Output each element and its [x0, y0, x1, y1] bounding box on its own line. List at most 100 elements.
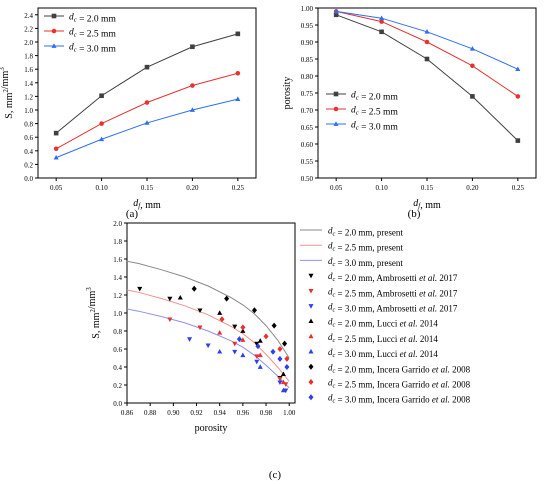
x-tick-label: 0.15 [421, 184, 434, 192]
y-tick-label: 1.4 [24, 80, 33, 88]
data-point [333, 12, 339, 18]
data-point [167, 317, 173, 323]
data-point [167, 296, 173, 302]
data-point [144, 120, 150, 125]
data-point [205, 343, 211, 349]
y-tick-label: 0.8 [113, 328, 122, 336]
data-point [379, 19, 384, 24]
data-point [515, 138, 521, 143]
x-tick-label: 0.88 [144, 409, 157, 417]
x-axis-label: df, mm [133, 198, 161, 211]
x-tick-label: 0.96 [237, 409, 250, 417]
model-curve [127, 289, 290, 382]
data-point [277, 346, 283, 352]
legend-label: dc = 3.0 mm, Ambrosetti et al. 2017 [328, 302, 458, 314]
data-point [277, 376, 283, 382]
y-tick-label: 0.70 [301, 107, 314, 115]
legend-marker [308, 348, 314, 354]
y-tick-label: 0.60 [301, 141, 314, 149]
legend-marker [333, 121, 339, 126]
data-point [224, 295, 230, 302]
x-tick-label: 0.05 [50, 184, 63, 192]
legend-label: dc = 3.0 mm, Incera Garrido et al. 2008 [328, 393, 471, 405]
data-point [187, 337, 193, 342]
legend-label: dc = 2.5 mm, present [328, 241, 403, 253]
data-point [277, 355, 283, 362]
legend-marker [308, 394, 314, 401]
data-point [251, 307, 257, 314]
data-point [254, 354, 260, 359]
data-point [263, 333, 269, 340]
data-point [254, 359, 260, 365]
data-point [53, 154, 59, 160]
data-point [190, 44, 195, 50]
x-tick-label: 0.86 [121, 409, 134, 417]
legend-label: dc = 2.0 mm, Incera Garrido et al. 2008 [328, 362, 471, 374]
data-point [284, 364, 290, 370]
data-point [424, 29, 430, 34]
legend-label: dc = 2.0 mm, Lucci et al. 2014 [328, 317, 438, 329]
plot-frame [126, 222, 296, 404]
panel-c-chart: 0.86 0.88 0.90 0.92 0.94 0.96 0.98 1.00 0.0 0.2 0.… [85, 220, 471, 434]
x-tick-label: 0.25 [512, 184, 525, 192]
legend-label: dc = 2.0 mm, Ambrosetti et al. 2017 [328, 271, 458, 283]
data-point [191, 285, 197, 292]
data-point [257, 338, 263, 343]
data-point [257, 364, 263, 369]
legend-marker [308, 363, 314, 370]
y-tick-label: 0.75 [301, 90, 314, 98]
y-tick-label: 2.0 [113, 220, 122, 228]
data-point [469, 46, 475, 51]
data-point [236, 336, 242, 343]
data-point [99, 121, 104, 126]
data-point [99, 93, 104, 99]
model-curve [127, 308, 290, 389]
y-tick-label: 1.0 [113, 310, 122, 318]
x-tick-label: 0.92 [190, 409, 203, 417]
data-point [284, 355, 290, 362]
data-point [53, 130, 59, 136]
y-tick-label: 0.80 [301, 73, 314, 81]
legend-label: dc = 2.5 mm, Lucci et al. 2014 [328, 332, 438, 344]
x-tick-label: 0.98 [260, 409, 273, 417]
y-tick-label: 1.8 [24, 53, 33, 61]
legend-label: dc = 2.0 mm [351, 91, 398, 103]
x-tick-label: 0.15 [141, 184, 154, 192]
y-tick-label: 0.55 [301, 158, 314, 166]
y-tick-label: 2.4 [24, 12, 33, 20]
data-point [217, 310, 223, 315]
x-tick-label: 0.20 [186, 184, 199, 192]
legend-label: dc = 2.0 mm, present [328, 226, 403, 238]
panel-b-label: (b) [408, 208, 421, 220]
y-tick-label: 0.4 [24, 148, 33, 156]
legend-marker [308, 273, 314, 279]
legend-marker [308, 333, 314, 339]
x-axis-label: porosity [195, 423, 228, 434]
y-tick-label: 1.6 [113, 256, 122, 264]
y-tick-label: 0.4 [113, 364, 122, 372]
y-tick-label: 1.2 [113, 292, 122, 300]
legend-marker [333, 91, 339, 97]
legend-marker [51, 28, 57, 34]
panel-a-chart: 0.05 0.10 0.15 0.20 0.25 0.0 0.2 0.4 0.6 0.8 1.0 1.… [0, 7, 257, 211]
legend-label: dc = 2.5 mm, Incera Garrido et al. 2008 [328, 378, 471, 390]
y-tick-label: 0.85 [301, 56, 314, 64]
y-tick-label: 1.0 [24, 107, 33, 115]
data-point [235, 96, 241, 101]
y-tick-label: 0.8 [24, 121, 33, 129]
legend-label: dc = 2.5 mm, Ambrosetti et al. 2017 [328, 286, 458, 298]
series-line [55, 98, 238, 159]
y-tick-label: 0.2 [113, 382, 122, 390]
series-line [336, 10, 519, 97]
y-tick-label: 1.00 [301, 5, 314, 13]
y-axis-label: porosity [282, 77, 293, 110]
data-point [277, 380, 283, 386]
data-point [470, 63, 475, 69]
data-point [232, 349, 238, 355]
data-point [144, 64, 150, 70]
data-point [379, 15, 385, 21]
legend-marker [308, 304, 314, 309]
data-point [217, 348, 223, 354]
legend-label: dc = 3.0 mm, Lucci et al. 2014 [328, 347, 438, 359]
data-point [515, 66, 521, 72]
